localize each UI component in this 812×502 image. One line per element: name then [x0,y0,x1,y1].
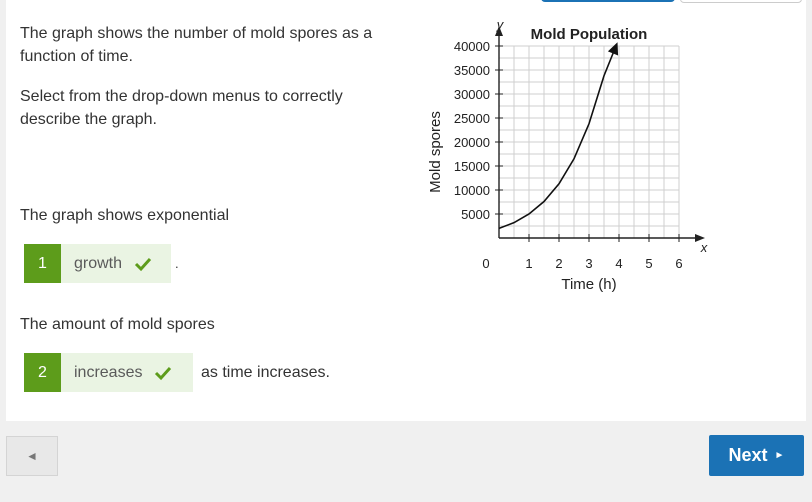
back-button[interactable]: ◄ [6,436,58,476]
question-panel: The graph shows the number of mold spore… [6,0,806,421]
next-button[interactable]: Next ► [709,435,804,476]
part2-after-text: as time increases. [201,363,330,381]
check-icon [155,366,172,380]
answer-number-badge: 2 [24,353,61,392]
y-tick-label: 35000 [454,63,490,78]
part1-after-text: . [175,256,179,271]
x-tick-label: 4 [615,256,622,271]
next-arrow-icon: ► [774,450,785,461]
part2-prompt: The amount of mold spores [20,316,215,333]
y-tick-label: 20000 [454,135,490,150]
question-instruction: Select from the drop-down menus to corre… [20,88,343,128]
x-tick-label: 6 [675,256,682,271]
series-arrow-icon [607,42,619,56]
answer-number-badge: 1 [24,244,61,283]
x-axis-letter: x [700,240,708,255]
answer-row-2: 2 increases as time increases. [24,353,330,392]
question-intro: The graph shows the number of mold spore… [20,25,373,65]
y-tick-label: 5000 [461,207,490,222]
y-tick-label: 15000 [454,159,490,174]
y-tick-label: 40000 [454,39,490,54]
origin-label: 0 [482,256,489,271]
dropdown-1-value: growth [74,254,123,272]
dropdown-1[interactable]: growth [61,244,171,283]
chart-title: Mold Population [531,26,648,43]
x-axis-label: Time (h) [561,276,616,293]
x-tick-label: 2 [555,256,562,271]
back-arrow-icon: ◄ [26,449,38,463]
answer-row-1: 1 growth . [24,244,179,283]
series-line [498,45,617,230]
y-axis-arrow-icon [495,26,503,36]
mold-population-chart: Mold Population Mold spores Time (h) y x… [427,17,708,293]
y-tick-label: 10000 [454,183,490,198]
y-tick-label: 30000 [454,87,490,102]
next-button-label: Next [728,445,768,465]
x-tick-label: 3 [585,256,592,271]
top-tab[interactable] [680,0,802,3]
top-tab-active[interactable] [541,0,675,2]
y-axis-letter: y [496,17,505,32]
dropdown-2[interactable]: increases [61,353,193,392]
check-icon [134,257,152,271]
y-axis-label: Mold spores [427,111,444,193]
x-tick-label: 5 [645,256,652,271]
dropdown-2-value: increases [74,363,143,381]
y-tick-label: 25000 [454,111,490,126]
x-tick-label: 1 [525,256,532,271]
part1-prompt: The graph shows exponential [20,207,230,224]
x-axis-arrow-icon [695,234,705,242]
